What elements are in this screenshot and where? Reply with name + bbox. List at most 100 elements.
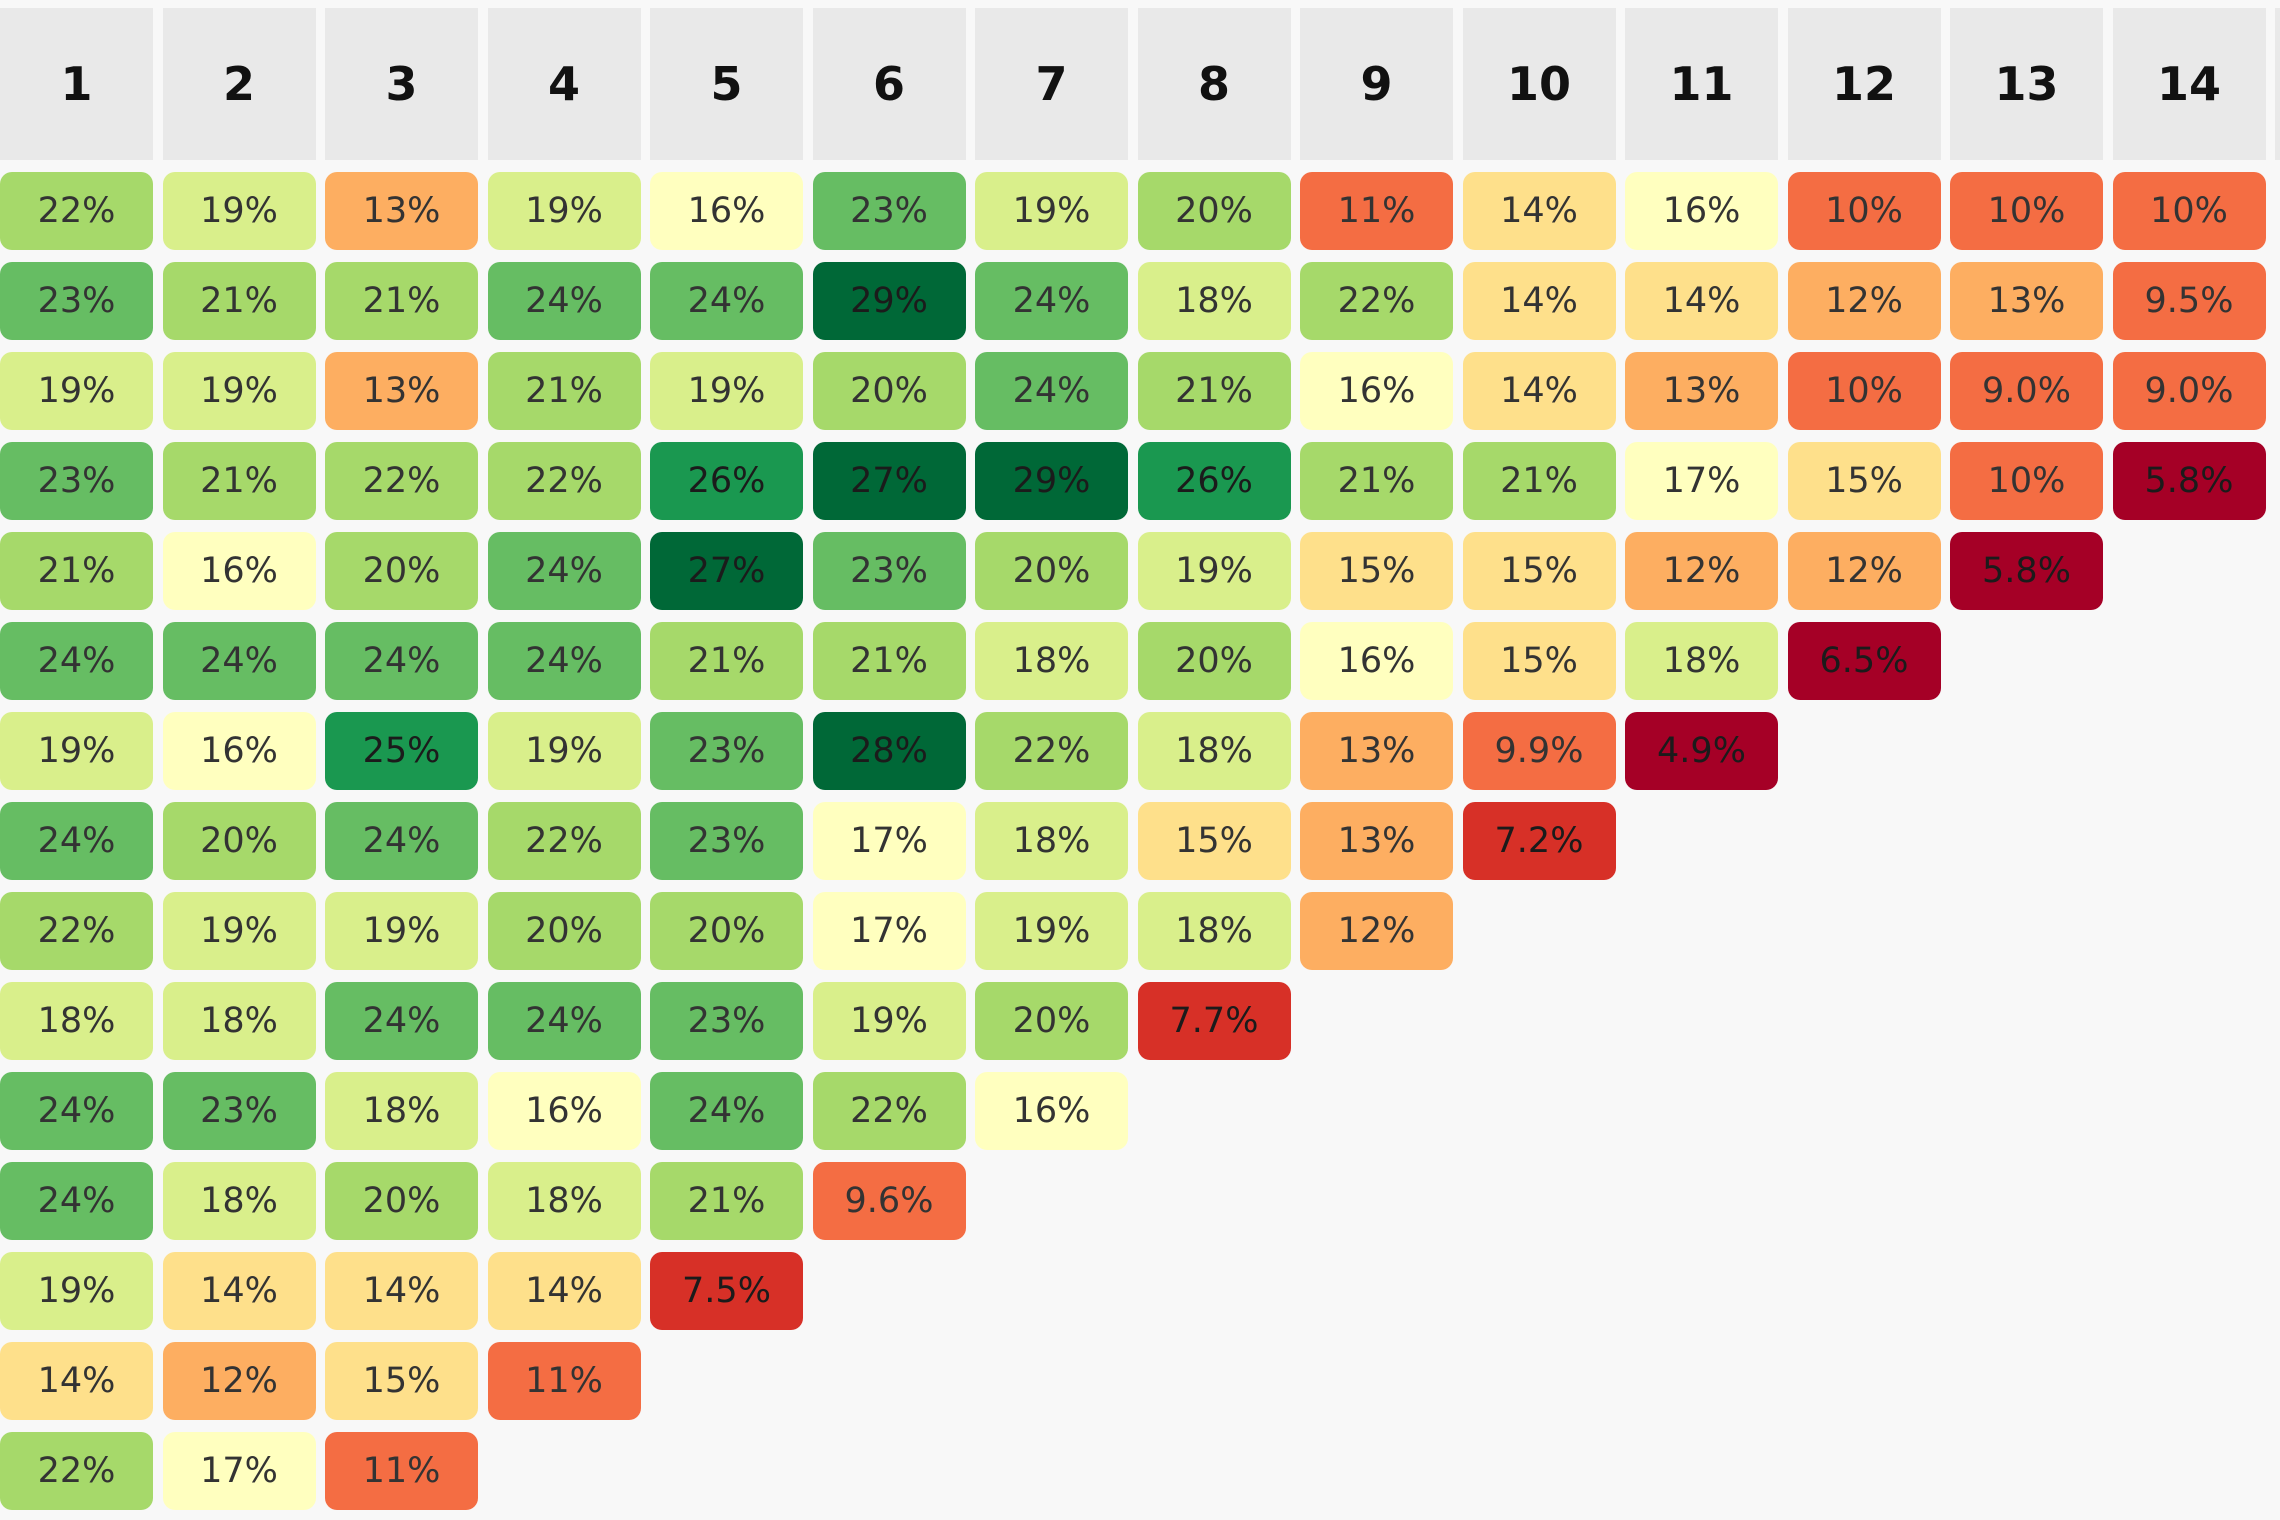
- heatmap-cell: 12%: [1625, 532, 1778, 610]
- column-header-10: 10: [1462, 8, 1616, 160]
- heatmap-cell: 23%: [812, 532, 966, 610]
- heatmap-cell: 6.5%: [1787, 622, 1941, 700]
- heatmap-cell: 14%: [162, 1252, 316, 1330]
- heatmap-cell: 19%: [1137, 532, 1291, 610]
- heatmap-cell: 24%: [650, 262, 803, 340]
- heatmap-cell: 13%: [1300, 712, 1453, 790]
- heatmap-cell: 26%: [1137, 442, 1291, 520]
- heatmap-cell: 20%: [487, 892, 641, 970]
- heatmap-cell: 16%: [1300, 622, 1453, 700]
- heatmap-cell: 12%: [162, 1342, 316, 1420]
- heatmap-cell: 23%: [0, 442, 153, 520]
- heatmap-cell: 17%: [812, 802, 966, 880]
- heatmap-cell: 13%: [325, 352, 478, 430]
- heatmap-cell: 21%: [162, 262, 316, 340]
- heatmap-cell: 21%: [487, 352, 641, 430]
- heatmap-cell: 18%: [1137, 892, 1291, 970]
- heatmap-cell: 7.5%: [650, 1252, 803, 1330]
- heatmap-cell: 15%: [325, 1342, 478, 1420]
- heatmap-cell: 19%: [975, 172, 1128, 250]
- heatmap-cell: 14%: [1462, 262, 1616, 340]
- heatmap-cell: 24%: [325, 622, 478, 700]
- heatmap-cell: 24%: [975, 262, 1128, 340]
- heatmap-cell: 27%: [650, 532, 803, 610]
- heatmap-cell: 10%: [1950, 442, 2103, 520]
- heatmap-cell: 20%: [975, 982, 1128, 1060]
- heatmap-cell: 14%: [1462, 172, 1616, 250]
- heatmap-cell: 9.6%: [812, 1162, 966, 1240]
- heatmap-cell: 5.8%: [1950, 532, 2103, 610]
- column-header-11: 11: [1625, 8, 1778, 160]
- heatmap-cell: 19%: [487, 712, 641, 790]
- heatmap-cell: 11%: [1300, 172, 1453, 250]
- heatmap-cell: 21%: [812, 622, 966, 700]
- column-header-4: 4: [487, 8, 641, 160]
- heatmap-cell: 14%: [0, 1342, 153, 1420]
- heatmap-cell: 22%: [0, 172, 153, 250]
- heatmap-cell: 25%: [325, 712, 478, 790]
- heatmap-cell: 16%: [487, 1072, 641, 1150]
- heatmap-cell: 24%: [0, 802, 153, 880]
- heatmap-cell: 10%: [1787, 352, 1941, 430]
- heatmap-cell: 29%: [812, 262, 966, 340]
- heatmap-cell: 10%: [1950, 172, 2103, 250]
- heatmap-cell: 24%: [325, 982, 478, 1060]
- heatmap-cell: 24%: [325, 802, 478, 880]
- heatmap-cell: 17%: [162, 1432, 316, 1510]
- heatmap-cell: 12%: [1787, 532, 1941, 610]
- heatmap-cell: 7.2%: [1462, 802, 1616, 880]
- heatmap-cell: 18%: [325, 1072, 478, 1150]
- heatmap-cell: 18%: [1137, 712, 1291, 790]
- heatmap-cell: 19%: [162, 892, 316, 970]
- heatmap-cell: 14%: [487, 1252, 641, 1330]
- heatmap-cell: 16%: [650, 172, 803, 250]
- heatmap-cell: 24%: [487, 532, 641, 610]
- heatmap-cell: 4.9%: [1625, 712, 1778, 790]
- heatmap-cell: 11%: [325, 1432, 478, 1510]
- heatmap-cell: 12%: [1787, 262, 1941, 340]
- heatmap-cell: 23%: [162, 1072, 316, 1150]
- heatmap-cell: 24%: [0, 1072, 153, 1150]
- heatmap-cell: 18%: [0, 982, 153, 1060]
- heatmap-cell: 16%: [975, 1072, 1128, 1150]
- heatmap-cell: 19%: [162, 352, 316, 430]
- heatmap-cell: 15%: [1462, 622, 1616, 700]
- heatmap-cell: 18%: [975, 802, 1128, 880]
- heatmap-cell: 9.9%: [1462, 712, 1616, 790]
- heatmap-cell: 15%: [1787, 442, 1941, 520]
- heatmap-cell: 22%: [975, 712, 1128, 790]
- heatmap-cell: 20%: [162, 802, 316, 880]
- column-header-6: 6: [812, 8, 966, 160]
- column-header-14: 14: [2112, 8, 2266, 160]
- heatmap-cell: 21%: [1137, 352, 1291, 430]
- heatmap-cell: 26%: [650, 442, 803, 520]
- column-header-12: 12: [1787, 8, 1941, 160]
- heatmap-cell: 9.5%: [2112, 262, 2266, 340]
- heatmap-cell: 13%: [1625, 352, 1778, 430]
- heatmap-cell: 21%: [650, 622, 803, 700]
- heatmap-cell: 22%: [0, 1432, 153, 1510]
- heatmap-cell: 10%: [1787, 172, 1941, 250]
- heatmap-cell: 7.7%: [1137, 982, 1291, 1060]
- heatmap-cell: 16%: [1625, 172, 1778, 250]
- column-header-5: 5: [650, 8, 803, 160]
- heatmap-cell: 18%: [1137, 262, 1291, 340]
- heatmap-cell: 20%: [325, 1162, 478, 1240]
- heatmap-cell: 21%: [0, 532, 153, 610]
- heatmap-cell: 29%: [975, 442, 1128, 520]
- heatmap-cell: 23%: [0, 262, 153, 340]
- heatmap-cell: 15%: [1300, 532, 1453, 610]
- heatmap-cell: 18%: [975, 622, 1128, 700]
- column-header-9: 9: [1300, 8, 1453, 160]
- heatmap-cell: 20%: [650, 892, 803, 970]
- heatmap-cell: 24%: [487, 982, 641, 1060]
- heatmap-cell: 21%: [162, 442, 316, 520]
- heatmap-cell: 14%: [1462, 352, 1616, 430]
- heatmap-cell: 24%: [650, 1072, 803, 1150]
- column-header-13: 13: [1950, 8, 2103, 160]
- heatmap-cell: 10%: [2112, 172, 2266, 250]
- heatmap-cell: 18%: [162, 1162, 316, 1240]
- heatmap-cell: 27%: [812, 442, 966, 520]
- column-header-overflow: [2275, 8, 2280, 160]
- heatmap-cell: 19%: [0, 712, 153, 790]
